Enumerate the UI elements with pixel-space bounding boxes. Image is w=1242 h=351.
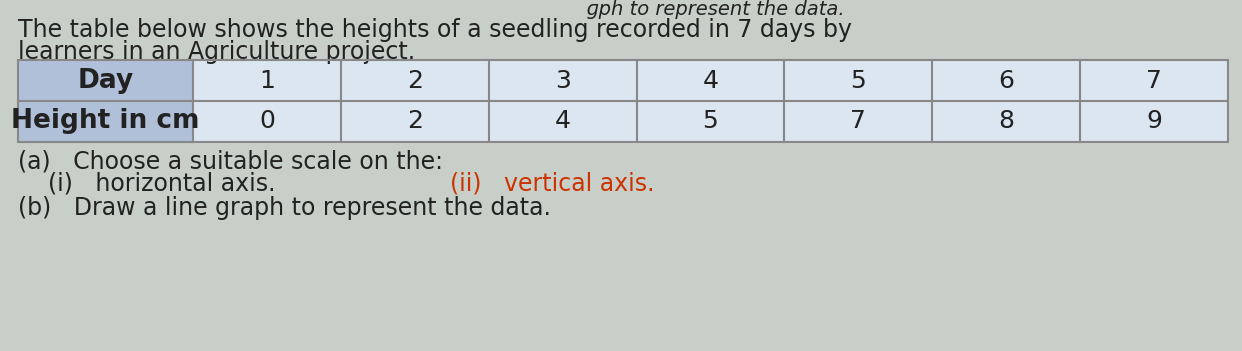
- Text: 4: 4: [555, 110, 570, 133]
- Text: 6: 6: [999, 68, 1015, 93]
- Text: 7: 7: [851, 110, 866, 133]
- Text: ɡph to represent the data.: ɡph to represent the data.: [555, 0, 845, 19]
- Text: 2: 2: [407, 68, 422, 93]
- Text: 5: 5: [851, 68, 866, 93]
- Text: Day: Day: [77, 67, 134, 93]
- Bar: [193, 60, 1228, 101]
- Text: (ii)   vertical axis.: (ii) vertical axis.: [450, 172, 655, 196]
- Text: 5: 5: [703, 110, 718, 133]
- Text: The table below shows the heights of a seedling recorded in 7 days by: The table below shows the heights of a s…: [17, 18, 852, 42]
- Text: learners in an Agriculture project.: learners in an Agriculture project.: [17, 40, 415, 64]
- Text: 8: 8: [999, 110, 1015, 133]
- Bar: [17, 101, 193, 142]
- Text: 9: 9: [1146, 110, 1163, 133]
- Text: 7: 7: [1146, 68, 1163, 93]
- Text: (i)   horizontal axis.: (i) horizontal axis.: [48, 172, 276, 196]
- Bar: [17, 60, 1228, 142]
- Text: 3: 3: [555, 68, 570, 93]
- Text: 2: 2: [407, 110, 422, 133]
- Text: 1: 1: [260, 68, 274, 93]
- Bar: [193, 101, 1228, 142]
- Text: 0: 0: [260, 110, 274, 133]
- Bar: [17, 60, 193, 101]
- Text: Height in cm: Height in cm: [11, 108, 200, 134]
- Text: (a)   Choose a suitable scale on the:: (a) Choose a suitable scale on the:: [17, 149, 443, 173]
- Text: 4: 4: [703, 68, 719, 93]
- Text: (b)   Draw a line graph to represent the data.: (b) Draw a line graph to represent the d…: [17, 196, 551, 220]
